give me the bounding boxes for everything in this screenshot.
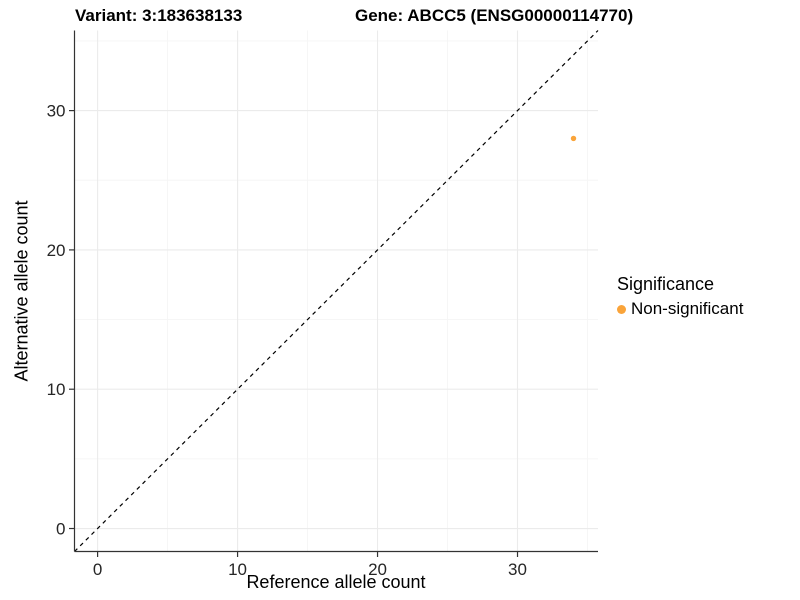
x-axis-title: Reference allele count <box>246 572 426 592</box>
y-axis-title: Alternative allele count <box>11 200 32 382</box>
legend-entry: Non-significant <box>617 299 743 319</box>
x-tick-label: 0 <box>93 560 102 579</box>
x-tick-label: 20 <box>368 560 387 579</box>
legend: Significance Non-significant <box>617 274 743 319</box>
y-tick-label: 10 <box>47 380 66 399</box>
plot-title-variant: Variant: 3:183638133 <box>75 6 243 25</box>
y-tick-label: 0 <box>56 520 65 539</box>
plot-title-gene: Gene: ABCC5 (ENSG00000114770) <box>355 6 634 25</box>
x-tick-label: 30 <box>508 560 527 579</box>
data-point <box>570 135 577 142</box>
x-tick-label: 10 <box>228 560 247 579</box>
legend-point-icon <box>617 304 626 314</box>
legend-title: Significance <box>617 274 715 294</box>
y-tick-label: 20 <box>47 241 66 260</box>
legend-entry-label: Non-significant <box>631 299 744 318</box>
identity-dashed-line <box>74 30 599 552</box>
y-tick-label: 30 <box>47 102 66 121</box>
